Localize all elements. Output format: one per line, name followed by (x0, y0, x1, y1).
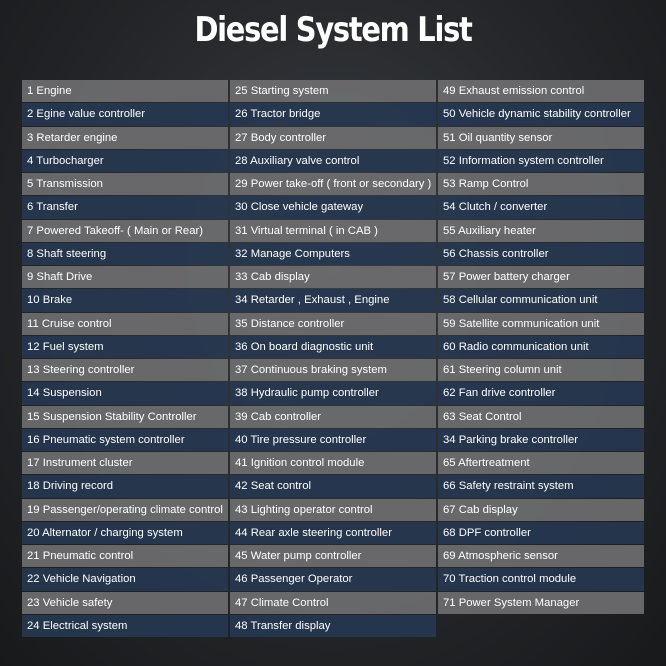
system-cell: 42 Seat control (230, 475, 436, 498)
system-cell: 38 Hydraulic pump controller (230, 382, 436, 405)
system-cell: 1 Engine (22, 80, 228, 103)
system-cell: 9 Shaft Drive (22, 266, 228, 289)
system-cell: 61 Steering column unit (438, 359, 644, 382)
system-cell: 25 Starting system (230, 80, 436, 103)
system-cell: 37 Continuous braking system (230, 359, 436, 382)
system-cell: 7 Powered Takeoff- ( Main or Rear) (22, 219, 228, 242)
system-cell: 22 Vehicle Navigation (22, 568, 228, 591)
system-cell: 65 Aftertreatment (438, 452, 644, 475)
system-cell: 17 Instrument cluster (22, 452, 228, 475)
system-cell: 19 Passenger/operating climate control (22, 498, 228, 521)
system-table: 1 Engine 2 Egine value controller 3 Retard… (22, 80, 644, 638)
system-cell: 48 Transfer display (230, 614, 436, 637)
system-cell: 34 Parking brake controller (438, 428, 644, 451)
system-cell: 20 Alternator / charging system (22, 521, 228, 544)
system-cell: 16 Pneumatic system controller (22, 428, 228, 451)
system-cell: 52 Information system controller (438, 149, 644, 172)
system-cell: 53 Ramp Control (438, 173, 644, 196)
system-cell: 46 Passenger Operator (230, 568, 436, 591)
system-cell: 62 Fan drive controller (438, 382, 644, 405)
system-cell: 41 Ignition control module (230, 452, 436, 475)
system-cell: 35 Distance controller (230, 312, 436, 335)
system-cell: 23 Vehicle safety (22, 591, 228, 614)
system-cell: 11 Cruise control (22, 312, 228, 335)
system-cell: 13 Steering controller (22, 359, 228, 382)
system-cell: 33 Cab display (230, 266, 436, 289)
system-cell: 28 Auxiliary valve control (230, 149, 436, 172)
system-cell: 39 Cab controller (230, 405, 436, 428)
system-cell: 70 Traction control module (438, 568, 644, 591)
system-cell: 31 Virtual terminal ( in CAB ) (230, 219, 436, 242)
system-cell: 32 Manage Computers (230, 242, 436, 265)
system-cell: 63 Seat Control (438, 405, 644, 428)
system-cell: 45 Water pump controller (230, 545, 436, 568)
system-cell: 68 DPF controller (438, 521, 644, 544)
title: Diesel System List (194, 10, 472, 50)
system-cell: 49 Exhaust emission control (438, 80, 644, 103)
system-cell: 5 Transmission (22, 173, 228, 196)
system-cell: 66 Safety restraint system (438, 475, 644, 498)
system-cell: 57 Power battery charger (438, 266, 644, 289)
system-cell: 18 Driving record (22, 475, 228, 498)
system-cell: 60 Radio communication unit (438, 335, 644, 358)
system-cell: 55 Auxiliary heater (438, 219, 644, 242)
system-cell: 51 Oil quantity sensor (438, 126, 644, 149)
system-cell: 54 Clutch / converter (438, 196, 644, 219)
system-cell: 8 Shaft steering (22, 242, 228, 265)
system-cell: 44 Rear axle steering controller (230, 521, 436, 544)
system-cell: 36 On board diagnostic unit (230, 335, 436, 358)
system-cell: 3 Retarder engine (22, 126, 228, 149)
system-cell: 26 Tractor bridge (230, 103, 436, 126)
system-cell: 69 Atmospheric sensor (438, 545, 644, 568)
system-cell: 59 Satellite communication unit (438, 312, 644, 335)
system-cell: 40 Tire pressure controller (230, 428, 436, 451)
system-cell: 43 Lighting operator control (230, 498, 436, 521)
system-cell: 50 Vehicle dynamic stability controller (438, 103, 644, 126)
system-cell: 14 Suspension (22, 382, 228, 405)
system-cell: 24 Electrical system (22, 614, 228, 637)
system-cell: 21 Pneumatic control (22, 545, 228, 568)
system-cell: 30 Close vehicle gateway (230, 196, 436, 219)
system-cell: 15 Suspension Stability Controller (22, 405, 228, 428)
system-cell: 4 Turbocharger (22, 149, 228, 172)
system-cell: 58 Cellular communication unit (438, 289, 644, 312)
system-cell: 29 Power take-off ( front or secondary ) (230, 173, 436, 196)
system-cell: 34 Retarder , Exhaust , Engine (230, 289, 436, 312)
system-cell: 12 Fuel system (22, 335, 228, 358)
system-cell: 6 Transfer (22, 196, 228, 219)
system-cell: 67 Cab display (438, 498, 644, 521)
system-cell: 2 Egine value controller (22, 103, 228, 126)
system-cell: 47 Climate Control (230, 591, 436, 614)
system-cell: 71 Power System Manager (438, 591, 644, 614)
system-cell: 56 Chassis controller (438, 242, 644, 265)
system-cell: 27 Body controller (230, 126, 436, 149)
system-cell: 10 Brake (22, 289, 228, 312)
